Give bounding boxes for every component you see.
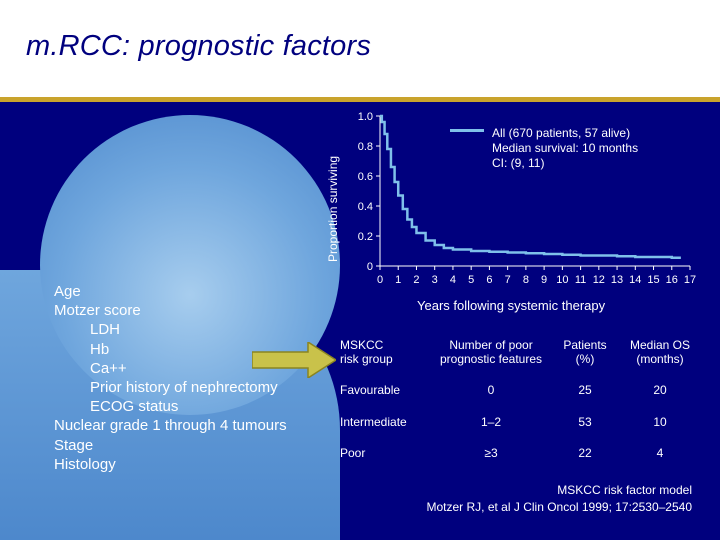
row-patients: 53 — [578, 415, 592, 429]
title-band — [0, 0, 720, 98]
header-median-os: Median OS (months) — [629, 338, 691, 366]
x-tick-label: 17 — [684, 274, 696, 286]
x-tick-label: 9 — [541, 274, 547, 286]
slide-title: m.RCC: prognostic factors — [26, 30, 372, 62]
legend-line1: All (670 patients, 57 alive) — [492, 126, 631, 140]
footnote-model: MSKCC risk factor model — [557, 483, 692, 497]
x-tick-label: 13 — [611, 274, 623, 286]
row-patients: 22 — [578, 446, 592, 460]
factor-item: Histology — [54, 455, 116, 473]
header-patients: Patients (%) — [563, 338, 607, 366]
x-axis-label: Years following systemic therapy — [417, 298, 606, 313]
factor-list: Age Motzer score LDH Hb Ca++ Prior histo… — [54, 282, 287, 474]
x-tick-label: 2 — [413, 274, 419, 286]
row-features: ≥3 — [484, 446, 498, 460]
legend: All (670 patients, 57 alive) Median surv… — [492, 126, 638, 171]
x-tick-label: 3 — [432, 274, 438, 286]
y-tick-label: 0.2 — [358, 231, 373, 243]
legend-line3: CI: (9, 11) — [492, 156, 545, 170]
x-tick-label: 15 — [647, 274, 659, 286]
row-group: Intermediate — [340, 415, 407, 429]
legend-line2: Median survival: 10 months — [492, 141, 639, 155]
y-tick-label: 0 — [367, 261, 373, 273]
x-tick-label: 5 — [468, 274, 474, 286]
legend-swatch — [450, 129, 484, 132]
x-tick-label: 14 — [629, 274, 641, 286]
factor-item: Hb — [90, 340, 110, 358]
row-median: 20 — [653, 383, 667, 397]
footnote: MSKCC risk factor model Motzer RJ, et al… — [427, 482, 693, 516]
factor-item: Age — [54, 283, 81, 300]
x-tick-label: 8 — [523, 274, 529, 286]
x-tick-label: 6 — [486, 274, 492, 286]
factor-item: Nuclear grade 1 through 4 tumours — [54, 417, 287, 435]
row-median: 4 — [656, 446, 664, 460]
factor-item: Prior history of nephrectomy — [90, 379, 278, 397]
x-tick-label: 10 — [556, 274, 568, 286]
x-tick-label: 7 — [505, 274, 511, 286]
footnote-citation: Motzer RJ, et al J Clin Oncol 1999; 17:2… — [426, 500, 693, 514]
title-rule — [0, 97, 720, 102]
header-risk-group: MSKCC risk group — [340, 338, 393, 366]
row-group: Poor — [340, 446, 366, 460]
survival-curve — [380, 114, 681, 259]
row-patients: 25 — [578, 383, 592, 397]
y-tick-label: 0.8 — [358, 141, 373, 153]
factor-item: LDH — [90, 321, 121, 339]
right-arrow-icon — [252, 342, 336, 378]
x-tick-label: 1 — [395, 274, 401, 286]
y-tick-label: 0.4 — [358, 201, 373, 213]
factor-item: Motzer score — [54, 302, 141, 320]
row-features: 0 — [487, 383, 495, 397]
header-poor-features: Number of poor prognostic features — [439, 338, 543, 366]
x-tick-label: 11 — [575, 274, 586, 286]
x-tick-label: 4 — [450, 274, 456, 286]
y-tick-label: 0.6 — [358, 171, 373, 183]
row-group: Favourable — [340, 383, 401, 397]
factor-item: Stage — [54, 436, 94, 454]
factor-item: Ca++ — [90, 359, 127, 377]
x-tick-label: 0 — [377, 274, 383, 286]
row-features: 1–2 — [480, 415, 502, 429]
factor-item: ECOG status — [90, 398, 179, 416]
x-tick-label: 12 — [593, 274, 605, 286]
row-median: 10 — [653, 415, 667, 429]
x-tick-label: 16 — [666, 274, 678, 286]
y-tick-label: 1.0 — [358, 111, 373, 123]
survival-chart: 00.20.40.60.81.00 1 2 3 4 5 6 7 8 9 10 11 12 13 14 15 16… — [358, 111, 696, 286]
